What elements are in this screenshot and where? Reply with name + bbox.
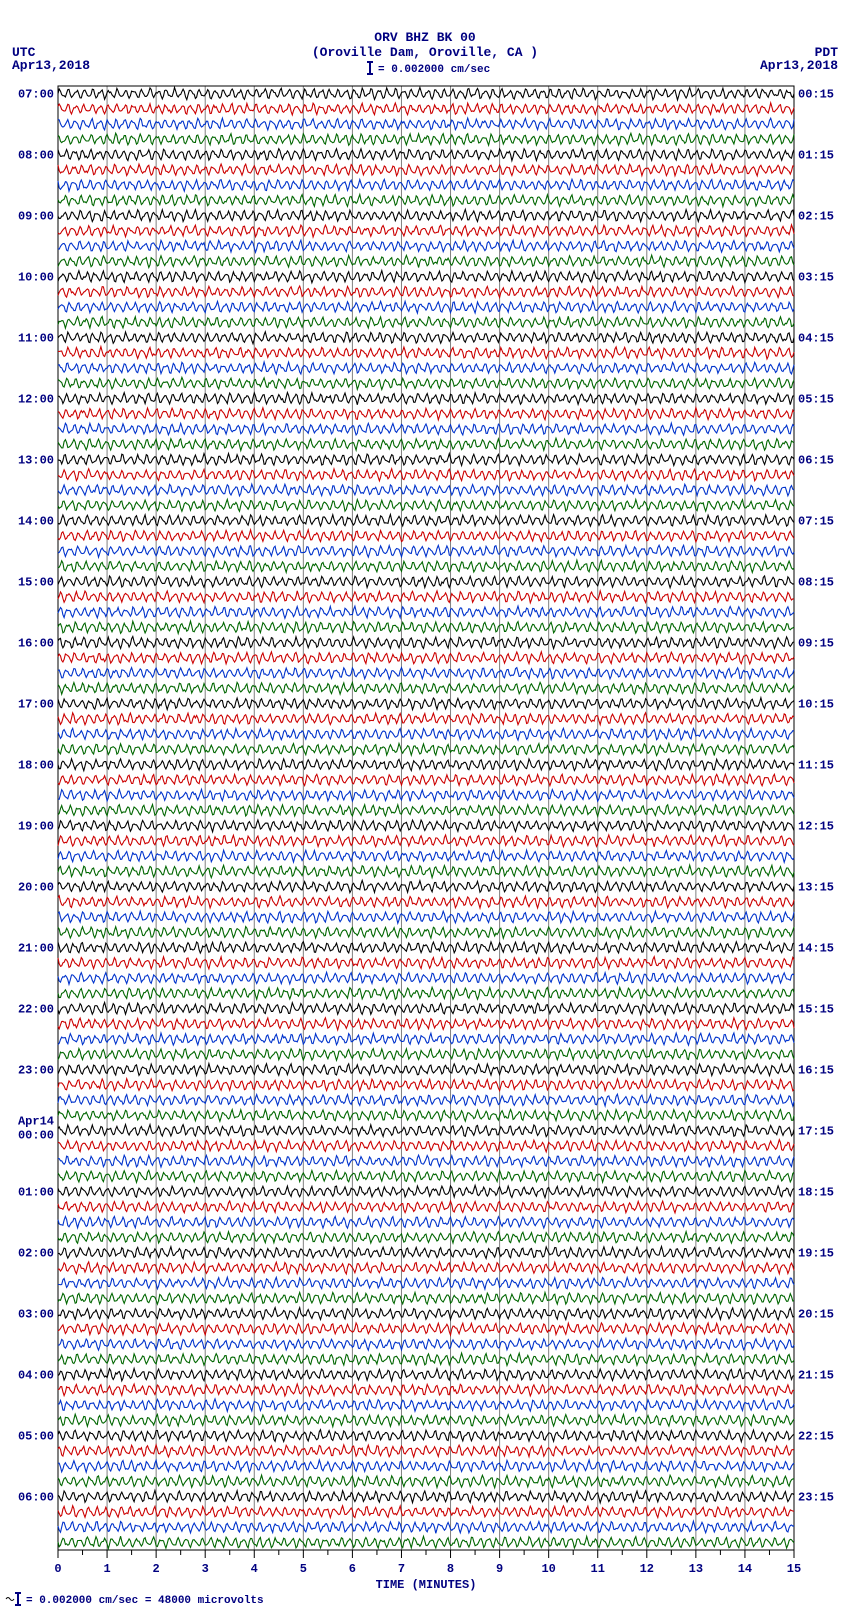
svg-text:20:15: 20:15 — [798, 1308, 834, 1322]
svg-text:11:00: 11:00 — [18, 332, 54, 346]
svg-text:3: 3 — [202, 1562, 209, 1576]
svg-text:20:00: 20:00 — [18, 881, 54, 895]
svg-text:= 0.002000 cm/sec = 48000 mi: = 0.002000 cm/sec = 48000 microvolts — [26, 1595, 264, 1607]
svg-text:23:15: 23:15 — [798, 1491, 834, 1505]
svg-text:04:00: 04:00 — [18, 1369, 54, 1383]
svg-text:13: 13 — [689, 1562, 703, 1576]
location-subtitle: (Oroville Dam, Oroville, CA ) — [312, 45, 538, 60]
svg-text:07:15: 07:15 — [798, 515, 834, 529]
svg-text:Apr14: Apr14 — [18, 1115, 54, 1129]
svg-text:21:15: 21:15 — [798, 1369, 834, 1383]
svg-text:00:00: 00:00 — [18, 1129, 54, 1143]
tz-right-date: Apr13,2018 — [760, 58, 838, 73]
svg-text:17:00: 17:00 — [18, 698, 54, 712]
svg-text:16:15: 16:15 — [798, 1064, 834, 1078]
svg-text:TIME (MINUTES): TIME (MINUTES) — [376, 1578, 477, 1592]
svg-text:4: 4 — [251, 1562, 258, 1576]
tz-left-date: Apr13,2018 — [12, 58, 90, 73]
svg-text:03:15: 03:15 — [798, 271, 834, 285]
svg-text:02:00: 02:00 — [18, 1247, 54, 1261]
svg-text:7: 7 — [398, 1562, 405, 1576]
svg-text:09:15: 09:15 — [798, 637, 834, 651]
svg-text:16:00: 16:00 — [18, 637, 54, 651]
svg-text:14:15: 14:15 — [798, 942, 834, 956]
svg-text:02:15: 02:15 — [798, 210, 834, 224]
svg-text:15:00: 15:00 — [18, 576, 54, 590]
svg-text:06:15: 06:15 — [798, 454, 834, 468]
svg-text:19:00: 19:00 — [18, 820, 54, 834]
svg-text:12:15: 12:15 — [798, 820, 834, 834]
svg-text:22:00: 22:00 — [18, 1003, 54, 1017]
svg-text:11:15: 11:15 — [798, 759, 834, 773]
svg-text:10:15: 10:15 — [798, 698, 834, 712]
svg-text:2: 2 — [153, 1562, 160, 1576]
svg-text:12: 12 — [640, 1562, 654, 1576]
svg-text:14: 14 — [738, 1562, 752, 1576]
svg-text:15:15: 15:15 — [798, 1003, 834, 1017]
seismogram-chart: ORV BHZ BK 00 (Oroville Dam, Oroville, C… — [0, 0, 850, 1613]
svg-text:01:15: 01:15 — [798, 149, 834, 163]
svg-text:17:15: 17:15 — [798, 1125, 834, 1139]
svg-text:5: 5 — [300, 1562, 307, 1576]
svg-text:03:00: 03:00 — [18, 1308, 54, 1322]
svg-text:13:15: 13:15 — [798, 881, 834, 895]
svg-text:1: 1 — [103, 1562, 110, 1576]
svg-text:8: 8 — [447, 1562, 454, 1576]
svg-text:09:00: 09:00 — [18, 210, 54, 224]
svg-text:07:00: 07:00 — [18, 88, 54, 102]
svg-text:21:00: 21:00 — [18, 942, 54, 956]
svg-text:08:00: 08:00 — [18, 149, 54, 163]
svg-text:14:00: 14:00 — [18, 515, 54, 529]
svg-text:13:00: 13:00 — [18, 454, 54, 468]
svg-text:22:15: 22:15 — [798, 1430, 834, 1444]
svg-text:9: 9 — [496, 1562, 503, 1576]
svg-text:18:15: 18:15 — [798, 1186, 834, 1200]
svg-text:19:15: 19:15 — [798, 1247, 834, 1261]
svg-text:0: 0 — [54, 1562, 61, 1576]
svg-text:05:15: 05:15 — [798, 393, 834, 407]
station-title: ORV BHZ BK 00 — [374, 30, 475, 45]
svg-text:00:15: 00:15 — [798, 88, 834, 102]
svg-text:6: 6 — [349, 1562, 356, 1576]
svg-text:06:00: 06:00 — [18, 1491, 54, 1505]
svg-text:23:00: 23:00 — [18, 1064, 54, 1078]
svg-text:10:00: 10:00 — [18, 271, 54, 285]
seismogram-svg: 0123456789101112131415TIME (MINUTES)07:0… — [0, 0, 850, 1613]
svg-text:12:00: 12:00 — [18, 393, 54, 407]
svg-text:01:00: 01:00 — [18, 1186, 54, 1200]
svg-text:18:00: 18:00 — [18, 759, 54, 773]
svg-text:11: 11 — [591, 1562, 605, 1576]
svg-text:= 0.002000 cm/sec: = 0.002000 cm/sec — [378, 64, 490, 76]
svg-text:08:15: 08:15 — [798, 576, 834, 590]
svg-text:10: 10 — [541, 1562, 555, 1576]
svg-text:04:15: 04:15 — [798, 332, 834, 346]
svg-text:05:00: 05:00 — [18, 1430, 54, 1444]
svg-text:15: 15 — [787, 1562, 801, 1576]
